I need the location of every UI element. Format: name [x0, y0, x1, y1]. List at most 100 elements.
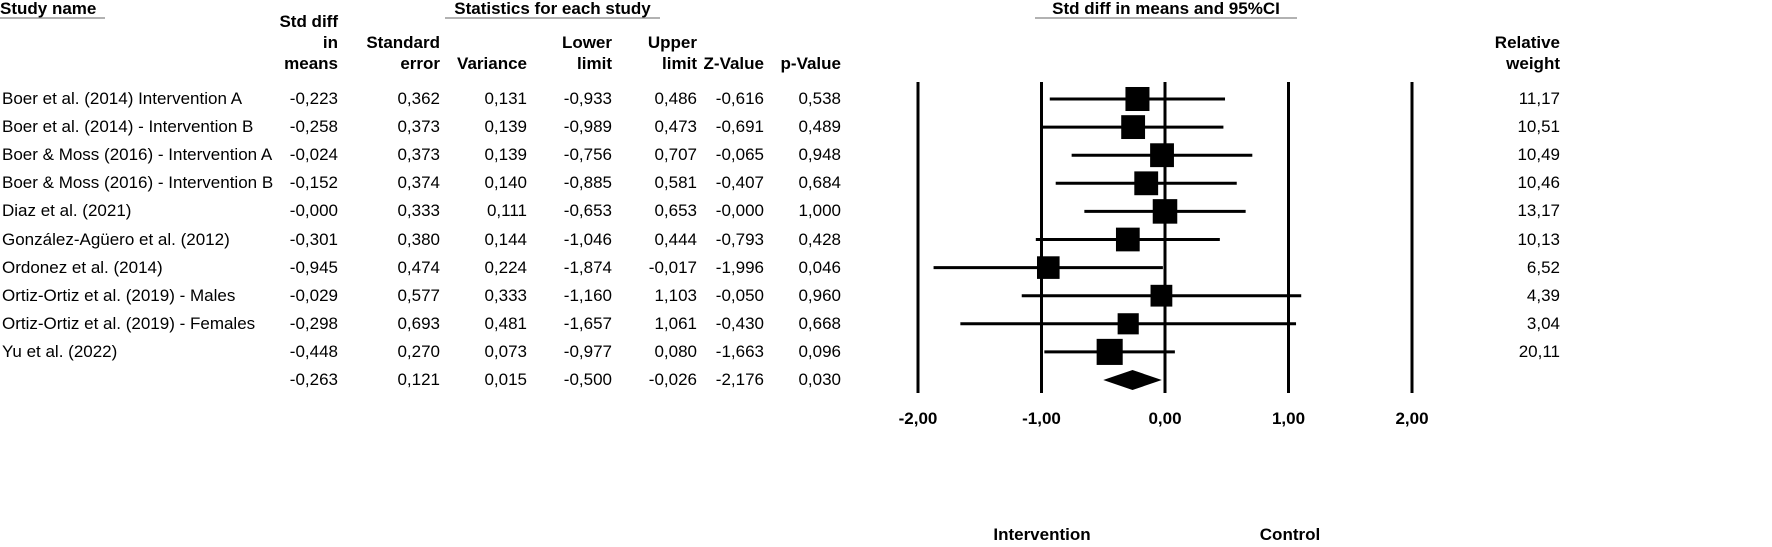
cell-value: -0,616 — [715, 89, 764, 108]
x-tick-label: 2,00 — [1395, 409, 1428, 428]
study-name: Ordonez et al. (2014) — [2, 257, 163, 277]
cell-value: -0,430 — [715, 313, 764, 333]
cell-value: 0,131 — [484, 89, 527, 108]
cell-value: 0,111 — [486, 201, 527, 221]
column-header: Standard error — [366, 33, 440, 73]
study-square — [1125, 86, 1150, 112]
cell-value: 0,481 — [484, 313, 527, 333]
cell-value: 0,538 — [798, 89, 841, 108]
study-square — [1115, 227, 1140, 252]
study-square — [1036, 256, 1060, 279]
annotation-right: Control — [1260, 525, 1320, 544]
x-tick-label: -1,00 — [1022, 409, 1061, 428]
cell-value: -1,160 — [563, 285, 612, 305]
column-header: Variance — [457, 54, 527, 73]
cell-value: 0,581 — [654, 173, 697, 193]
cell-value: 0,684 — [798, 173, 841, 193]
cell-value: -0,933 — [563, 89, 612, 108]
cell-value: -0,653 — [563, 201, 612, 221]
study-square — [1121, 115, 1146, 140]
cell-value: 0,080 — [654, 341, 697, 361]
column-header: Z-Value — [703, 54, 764, 73]
study-name: González-Agüero et al. (2012) — [2, 229, 230, 249]
cell-value: 10,49 — [1517, 145, 1560, 165]
cell-value: 0,333 — [397, 201, 440, 221]
summary-diamond — [1103, 370, 1162, 390]
cell-value: 0,948 — [798, 145, 841, 165]
cell-value: 0,270 — [397, 341, 440, 361]
column-header: Lower limit — [561, 33, 612, 73]
cell-value: -0,977 — [563, 341, 612, 361]
cell-value: 13,17 — [1517, 201, 1560, 221]
cell-value: 0,707 — [654, 145, 697, 165]
cell-value: -0,065 — [715, 145, 764, 165]
cell-value: -1,657 — [563, 313, 612, 333]
cell-value: 0,486 — [654, 89, 697, 108]
cell-value: 1,061 — [654, 313, 697, 333]
study-header: Study name — [0, 0, 97, 18]
study-name: Boer et al. (2014) Intervention A — [2, 89, 243, 108]
cell-value: -0,000 — [289, 201, 338, 221]
study-square — [1150, 143, 1174, 168]
cell-value: 0,121 — [397, 370, 440, 389]
cell-value: -0,756 — [563, 145, 612, 165]
study-name: Boer et al. (2014) - Intervention B — [2, 117, 254, 137]
cell-value: -0,945 — [289, 257, 338, 277]
study-square — [1096, 338, 1123, 365]
cell-value: -0,263 — [289, 370, 338, 389]
cell-value: 0,073 — [484, 341, 527, 361]
cell-value: -0,026 — [648, 370, 697, 389]
study-square — [1134, 171, 1159, 196]
x-tick-label: 1,00 — [1272, 409, 1305, 428]
cell-value: 0,144 — [484, 229, 527, 249]
study-square — [1152, 199, 1178, 224]
cell-value: -0,989 — [563, 117, 612, 137]
study-name: Boer & Moss (2016) - Intervention A — [2, 145, 273, 165]
cell-value: 0,373 — [397, 117, 440, 137]
cell-value: 0,577 — [397, 285, 440, 305]
cell-value: 0,960 — [798, 285, 841, 305]
cell-value: -0,000 — [715, 201, 764, 221]
cell-value: 0,489 — [798, 117, 841, 137]
cell-value: -2,176 — [715, 370, 764, 389]
cell-value: 0,373 — [397, 145, 440, 165]
statistics-header: Statistics for each study — [454, 0, 651, 18]
x-tick-label: -2,00 — [899, 409, 938, 428]
cell-value: -1,046 — [563, 229, 612, 249]
cell-value: -0,691 — [715, 117, 764, 137]
cell-value: 0,380 — [397, 229, 440, 249]
study-square — [1150, 284, 1173, 307]
cell-value: -0,298 — [289, 313, 338, 333]
cell-value: -0,029 — [289, 285, 338, 305]
cell-value: 0,333 — [484, 285, 527, 305]
cell-value: -0,301 — [289, 229, 338, 249]
cell-value: 0,374 — [397, 173, 440, 193]
cell-value: -1,996 — [715, 257, 764, 277]
cell-value: -1,874 — [563, 257, 612, 277]
study-name: Ortiz-Ortiz et al. (2019) - Males — [2, 285, 236, 305]
cell-value: 0,653 — [654, 201, 697, 221]
cell-value: -0,152 — [289, 173, 338, 193]
cell-value: -1,663 — [715, 341, 764, 361]
cell-value: 0,015 — [484, 370, 527, 389]
cell-value: -0,407 — [715, 173, 764, 193]
cell-value: -0,885 — [563, 173, 612, 193]
cell-value: 1,000 — [798, 201, 841, 221]
cell-value: 0,428 — [798, 229, 841, 249]
cell-value: 0,096 — [798, 341, 841, 361]
column-header: Relative weight — [1494, 33, 1560, 73]
cell-value: 3,04 — [1526, 313, 1560, 333]
cell-value: 0,139 — [484, 145, 527, 165]
column-header: Upper limit — [647, 33, 697, 73]
annotation-left: Intervention — [993, 525, 1090, 544]
study-name: Boer & Moss (2016) - Intervention B — [2, 173, 274, 193]
cell-value: 0,444 — [654, 229, 697, 249]
cell-value: 10,13 — [1517, 229, 1560, 249]
cell-value: -0,258 — [289, 117, 338, 137]
cell-value: 0,046 — [798, 257, 841, 277]
cell-value: 0,693 — [397, 313, 440, 333]
cell-value: 6,52 — [1526, 257, 1560, 277]
x-tick-label: 0,00 — [1148, 409, 1181, 428]
